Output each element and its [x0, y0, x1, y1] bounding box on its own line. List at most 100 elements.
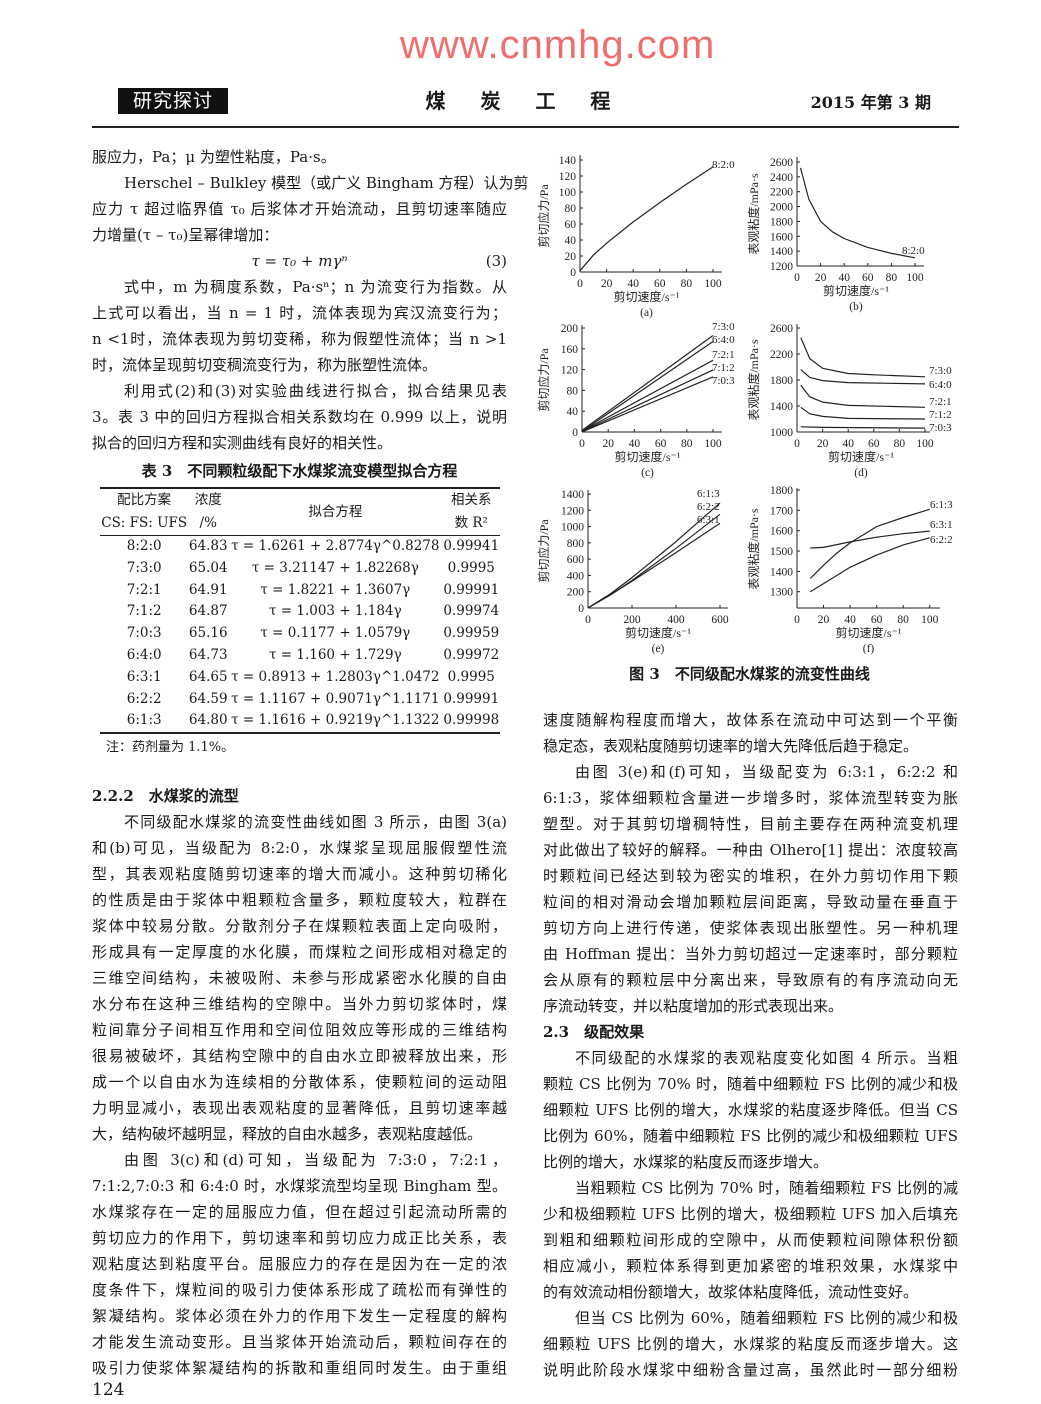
paragraph-line: 剪切应力的作用下，剪切速率和剪切应力成正比关系，表 — [92, 1229, 507, 1247]
cell-ratio: 6:4:0 — [126, 646, 162, 663]
paragraph-line: 对此做出了较好的解释。一种由 Olhero[1] 提出：浓度较高 — [543, 841, 958, 859]
header-equation: 拟合方程 — [228, 488, 443, 536]
cell-equation: τ = 1.1167 + 0.9071γ^1.1171 — [231, 690, 440, 707]
series-label: 8:2:0 — [902, 245, 925, 257]
x-tick-label: 60 — [655, 438, 667, 450]
cell-equation: τ = 1.160 + 1.729γ — [269, 646, 402, 663]
y-tick-label: 2000 — [770, 202, 793, 214]
paragraph-line: 水煤浆存在一定的屈服应力值，但在超过引起流动所需的 — [92, 1203, 507, 1221]
x-tick-label: 20 — [817, 438, 829, 450]
chart-panel-5: 0 20 40 60 80 100 1300 1400 1500 1600 1700 1800 剪切速度… — [746, 485, 953, 655]
series-line — [581, 376, 714, 433]
y-tick-label: 100 — [559, 187, 577, 199]
y-tick-label: 0 — [578, 603, 584, 615]
paragraph-line: 力增量(τ – τ₀)呈幂律增加： — [92, 226, 279, 244]
y-tick-label: 1800 — [770, 375, 793, 387]
x-tick-label: 0 — [794, 614, 800, 626]
y-tick-label: 1000 — [561, 522, 584, 534]
equation-number: (3) — [485, 252, 507, 270]
series-line — [800, 406, 926, 420]
paragraph-line: 不同级配水煤浆的流变性曲线如图 3 所示，由图 3(a) — [124, 813, 507, 831]
x-tick-label: 600 — [711, 614, 729, 626]
y-tick-label: 160 — [561, 344, 579, 356]
x-tick-label: 20 — [818, 614, 830, 626]
paragraph-line: 比例的增大，水煤浆的粘度反而逐步增大。 — [543, 1153, 829, 1171]
table-row: 6:2:2 64.59 τ = 1.1167 + 0.9071γ^1.1171 0.9… — [100, 689, 500, 711]
y-tick-label: 0 — [570, 267, 576, 279]
cell-conc: 64.91 — [188, 581, 228, 598]
paragraph-line: 的性质是由于浆体中粗颗粒含量多，颗粒度较大，粒群在 — [92, 891, 507, 909]
paragraph-line: 的有效流动相份额增大，故浆体粘度降低，流动性变好。 — [543, 1283, 919, 1301]
x-tick-label: 40 — [627, 278, 639, 290]
chart-panel-4: 0 200 400 600 0 200 400 600 800 1000 1200 1400 剪切速度/… — [536, 488, 729, 655]
y-tick-label: 2600 — [770, 323, 793, 335]
series-line — [810, 530, 930, 549]
y-tick-label: 2600 — [770, 157, 793, 169]
cell-r2: 0.99991 — [443, 690, 500, 707]
y-tick-label: 800 — [567, 538, 585, 550]
cell-r2: 0.99991 — [443, 581, 500, 598]
table-row: 6:3:1 64.65 τ = 0.8913 + 1.2803γ^1.0472 0.9… — [100, 667, 500, 689]
paragraph-line: 粒间靠分子间相互作用和空间位阻效应等形成的三维结构 — [92, 1021, 507, 1039]
x-tick-label: 400 — [667, 614, 685, 626]
paragraph-line: 比例为 60%，随着中细颗粒 FS 比例的减少和极细颗粒 UFS — [543, 1127, 958, 1145]
paragraph-line: 稳定态，表观粘度随剪切速率的增大先降低后趋于稳定。 — [543, 737, 919, 755]
series-label: 7:0:3 — [929, 422, 952, 434]
series-line — [581, 369, 714, 433]
x-tick-label: 80 — [897, 614, 909, 626]
series-line — [800, 369, 926, 385]
series-label: 6:1:3 — [697, 488, 720, 500]
equation: τ = τ₀ + mγⁿ (3) — [92, 248, 507, 274]
right-column: 速度随解构程度而增大，故体系在流动中可达到一个平衡 稳定态，表观粘度随剪切速率的增… — [543, 707, 958, 1383]
paragraph-line: 颗粒 CS 比例为 70% 时，随着中细颗粒 FS 比例的减少和极 — [543, 1075, 958, 1093]
paragraph-line: 说明此阶段水煤浆中细粉含量过高，虽然此时一部分细粉 — [543, 1361, 958, 1379]
panel-label: (a) — [640, 307, 653, 319]
cell-r2: 0.99998 — [443, 712, 500, 729]
page-number: 124 — [92, 1380, 125, 1400]
x-tick-label: 60 — [862, 272, 874, 284]
x-tick-label: 0 — [794, 272, 800, 284]
series-label: 7:2:1 — [712, 349, 735, 361]
y-tick-label: 140 — [559, 155, 577, 167]
x-tick-label: 60 — [654, 278, 666, 290]
paragraph-line: 由图 3(e)和(f)可知，当级配变为 6:3:1，6:2:2 和 — [575, 763, 958, 781]
issue-label: 2015 年第 3 期 — [810, 93, 931, 112]
paragraph-line: 细颗粒 UFS 比例的增大，水煤浆的粘度逐步降低。但当 CS — [543, 1101, 958, 1119]
paragraph-line: 当粗颗粒 CS 比例为 70% 时，随着细颗粒 FS 比例的减 — [575, 1179, 958, 1197]
cell-r2: 0.99941 — [443, 538, 500, 554]
chart-panel-1: 0 20 40 60 80 100 1200 1400 1600 1800 2000 2200 2400… — [746, 157, 925, 313]
panel-label: (f) — [863, 643, 875, 655]
series-label: 7:1:2 — [929, 409, 952, 421]
paragraph-line: 应力 τ 超过临界值 τ₀ 后浆体才开始流动，且剪切速率随应 — [92, 200, 507, 218]
series-label: 7:3:0 — [929, 365, 952, 377]
cell-conc: 64.87 — [188, 603, 228, 620]
paragraph-line: 7:1:2,7:0:3 和 6:4:0 时，水煤浆流型均呈现 Bingham 型… — [92, 1177, 507, 1195]
x-tick-label: 80 — [681, 438, 693, 450]
y-tick-label: 1700 — [770, 505, 793, 517]
series-line — [581, 359, 714, 432]
x-axis-label: 剪切速度/s⁻¹ — [823, 283, 889, 298]
cell-equation: τ = 1.003 + 1.184γ — [269, 603, 402, 620]
series-label: 8:2:0 — [712, 159, 735, 171]
paragraph-line: 大，结构破坏越明显，释放的自由水越多，表观粘度越低。 — [92, 1125, 483, 1143]
table-row: 7:3:0 65.04 τ = 3.21147 + 1.82268γ 0.9995 — [100, 558, 500, 580]
paragraph-line: 少和极细颗粒 UFS 比例的增大，极细颗粒 UFS 加入后填充 — [543, 1205, 958, 1223]
table-row: 7:1:2 64.87 τ = 1.003 + 1.184γ 0.99974 — [100, 601, 500, 623]
cell-conc: 64.73 — [188, 646, 228, 663]
panel-label: (b) — [849, 301, 863, 313]
cell-ratio: 7:3:0 — [126, 559, 162, 576]
cell-equation: τ = 1.8221 + 1.3607γ — [260, 581, 411, 598]
table-row: 6:4:0 64.73 τ = 1.160 + 1.729γ 0.99972 — [100, 645, 500, 667]
paragraph-line: 吸引力使浆体絮凝结构的拆散和重组同时发生。由于重组 — [92, 1359, 507, 1377]
left-column-top: 服应力，Pa；μ 为塑性粘度，Pa·s。 Herschel – Bulkley 模… — [92, 144, 529, 456]
paragraph-line: 相应减小，颗粒体系得到更加紧密的堆积效果，水煤浆中 — [543, 1257, 958, 1275]
cell-equation: τ = 3.21147 + 1.82268γ — [251, 559, 419, 576]
paragraph-line: 拟合的回归方程和实测曲线有良好的相关性。 — [92, 434, 393, 452]
y-tick-label: 1800 — [770, 216, 793, 228]
series-line — [799, 167, 916, 259]
section-heading: 2.3 级配效果 — [543, 1023, 645, 1041]
section-heading: 2.2.2 水煤浆的流型 — [92, 787, 239, 805]
x-tick-label: 40 — [842, 438, 854, 450]
x-tick-label: 40 — [844, 614, 856, 626]
cell-r2: 0.99974 — [443, 603, 500, 620]
